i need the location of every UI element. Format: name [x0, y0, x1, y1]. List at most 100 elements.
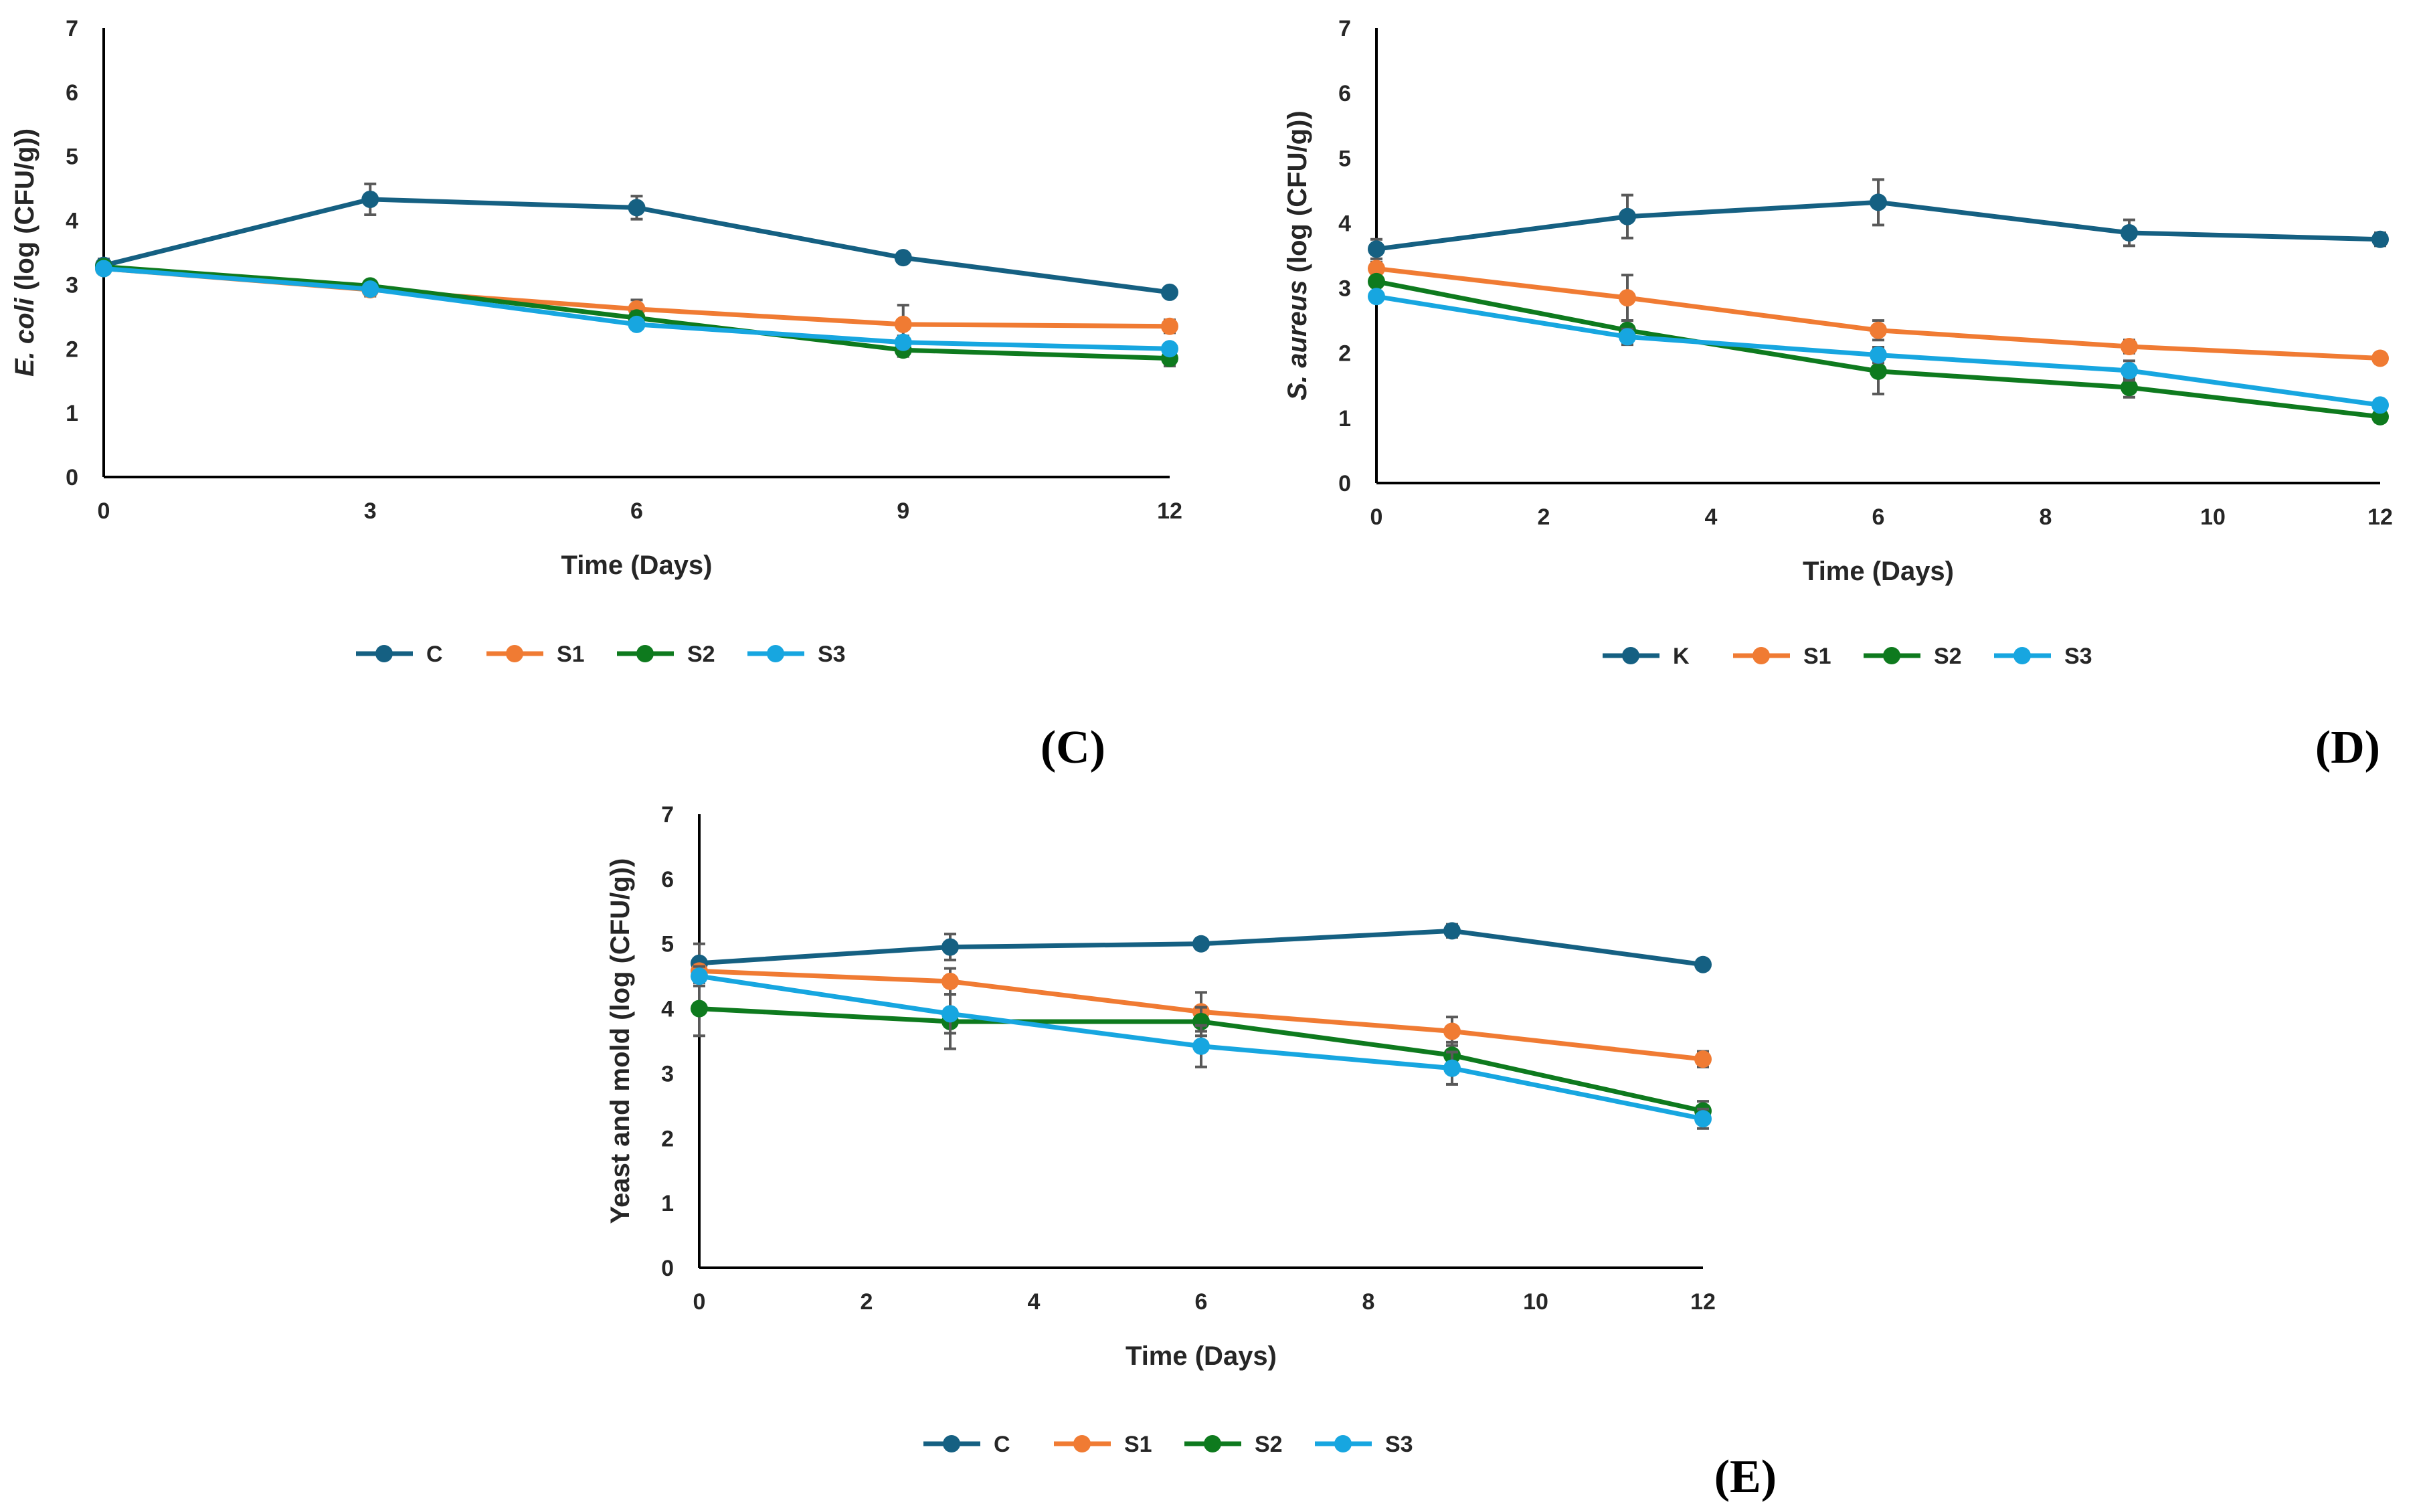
data-point-S3 — [1870, 346, 1887, 364]
data-point-S3 — [1694, 1110, 1712, 1128]
data-point-S3 — [1619, 328, 1636, 346]
legend-marker-S3 — [767, 645, 784, 662]
legend-label-K: K — [1673, 644, 1690, 669]
x-tick-label: 12 — [2367, 504, 2393, 530]
y-tick-label: 2 — [66, 337, 78, 362]
legend-label-S3: S3 — [818, 642, 846, 667]
x-axis-title: Time (Days) — [1803, 557, 1954, 586]
x-tick-label: 6 — [630, 498, 643, 524]
x-tick-label: 2 — [861, 1289, 873, 1315]
y-tick-label: 3 — [661, 1061, 674, 1086]
x-tick-label: 3 — [364, 498, 377, 524]
data-point-S2 — [1870, 362, 1887, 380]
series-C — [691, 922, 1712, 984]
panel-label: (D) — [2315, 722, 2380, 773]
data-point-C — [1161, 283, 1178, 301]
x-axis-title: Time (Days) — [1126, 1341, 1277, 1371]
data-point-S1 — [894, 315, 912, 333]
x-tick-label: 4 — [1028, 1289, 1041, 1315]
data-point-S3 — [628, 315, 646, 333]
data-point-C — [1443, 922, 1461, 940]
series-K — [1368, 178, 2389, 260]
x-tick-label: 6 — [1872, 504, 1885, 530]
data-point-S1 — [2371, 349, 2389, 367]
x-tick-label: 10 — [2200, 504, 2226, 530]
y-axis-title-unit: (log (CFU/g)) — [1283, 110, 1312, 280]
data-point-S1 — [1368, 260, 1385, 278]
y-tick-label: 1 — [66, 401, 78, 426]
panel-label: (E) — [1714, 1451, 1777, 1503]
data-point-S3 — [1368, 288, 1385, 306]
y-tick-label: 2 — [661, 1126, 674, 1151]
x-tick-label: 10 — [1523, 1289, 1548, 1315]
legend: C S1 S2 S3 — [923, 1432, 1413, 1457]
series-S3 — [691, 965, 1712, 1130]
y-axis-title: E. coli (log (CFU/g)) — [10, 128, 39, 377]
data-point-S3 — [941, 1005, 959, 1023]
y-tick-label: 5 — [66, 145, 78, 170]
y-tick-label: 0 — [1338, 471, 1351, 496]
legend-marker-S3 — [1334, 1435, 1352, 1452]
x-tick-label: 8 — [1362, 1289, 1375, 1315]
legend-marker-S1 — [1752, 647, 1770, 664]
y-tick-label: 7 — [66, 16, 78, 41]
y-tick-label: 2 — [1338, 341, 1351, 367]
data-point-S1 — [1694, 1050, 1712, 1068]
data-point-S1 — [1870, 321, 1887, 339]
y-axis-title-organism: E. coli — [10, 297, 39, 377]
y-tick-label: 1 — [661, 1191, 674, 1216]
legend-label-S1: S1 — [557, 642, 585, 667]
data-point-S2 — [2121, 379, 2138, 397]
legend-marker-C — [375, 645, 393, 662]
data-point-S3 — [1443, 1059, 1461, 1077]
data-point-S3 — [2371, 396, 2389, 414]
legend: K S1 S2 S3 — [1603, 644, 2092, 669]
legend-marker-S1 — [1073, 1435, 1091, 1452]
y-tick-label: 0 — [66, 465, 78, 490]
x-tick-label: 0 — [1370, 504, 1383, 530]
y-tick-label: 4 — [1338, 211, 1351, 236]
legend-marker-S2 — [1204, 1435, 1221, 1452]
data-point-C — [941, 938, 959, 956]
legend-label-S2: S2 — [1934, 644, 1962, 669]
legend-label-S1: S1 — [1803, 644, 1831, 669]
y-tick-label: 3 — [66, 272, 78, 298]
data-point-S1 — [941, 972, 959, 990]
y-axis-title: S. aureus (log (CFU/g)) — [1283, 110, 1312, 400]
y-tick-label: 6 — [66, 80, 78, 106]
data-point-K — [1368, 240, 1385, 258]
data-point-S1 — [2121, 338, 2138, 355]
series-S1 — [1368, 260, 2389, 367]
y-tick-label: 1 — [1338, 406, 1351, 432]
legend-marker-S3 — [2013, 647, 2031, 664]
y-tick-label: 7 — [1338, 16, 1351, 41]
y-tick-label: 4 — [661, 997, 674, 1022]
legend-marker-S1 — [506, 645, 523, 662]
data-point-K — [2121, 224, 2138, 242]
legend-label-S3: S3 — [2064, 644, 2092, 669]
y-axis-title: Yeast and mold (log (CFU/g)) — [606, 858, 635, 1224]
x-tick-label: 0 — [693, 1289, 706, 1315]
y-tick-label: 3 — [1338, 276, 1351, 302]
data-point-C — [361, 190, 379, 208]
legend-marker-S2 — [636, 645, 654, 662]
series-S2 — [1368, 272, 2389, 426]
legend-label-S2: S2 — [687, 642, 715, 667]
x-tick-label: 12 — [1690, 1289, 1716, 1315]
data-point-C — [628, 199, 646, 217]
x-tick-label: 9 — [897, 498, 909, 524]
data-point-K — [1870, 193, 1887, 211]
series-S3 — [1368, 288, 2389, 414]
x-tick-label: 0 — [98, 498, 110, 524]
data-point-K — [2371, 230, 2389, 248]
x-tick-label: 2 — [1538, 504, 1550, 530]
data-point-S3 — [95, 260, 112, 278]
data-point-S3 — [691, 967, 708, 985]
data-point-S3 — [2121, 361, 2138, 379]
x-tick-label: 8 — [2040, 504, 2052, 530]
y-tick-label: 6 — [1338, 81, 1351, 106]
